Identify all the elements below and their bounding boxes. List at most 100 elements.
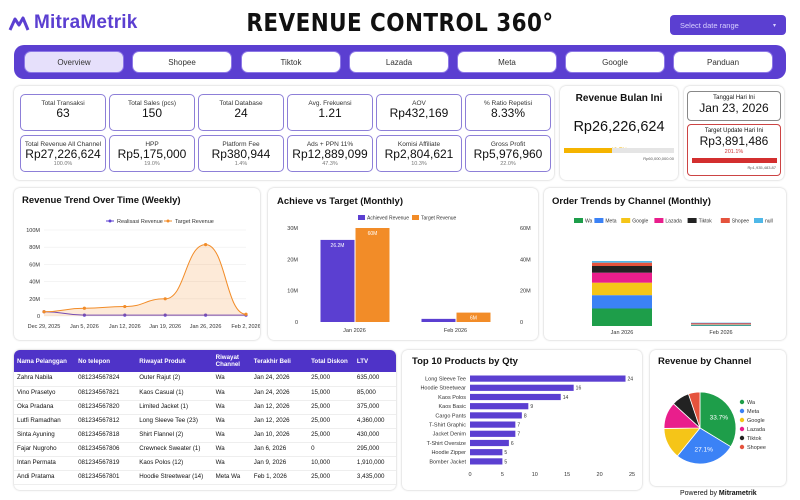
table-cell: 375,000 <box>353 400 396 415</box>
y-tick-label: 100M <box>26 228 40 234</box>
table-cell: 081234567824 <box>75 372 137 387</box>
kpi-tile: AOV Rp432,169 <box>376 94 462 131</box>
kpi-percent: 100.0% <box>53 161 73 167</box>
table-cell: Zahra Nabila <box>14 372 76 387</box>
legend-swatch <box>720 218 730 223</box>
column-header[interactable]: Riwayat Channel <box>212 350 251 372</box>
kpi-label: Avg. Frekuensi <box>308 100 352 107</box>
channel-title: Revenue by Channel <box>658 356 752 367</box>
order-title: Order Trends by Channel (Monthly) <box>552 196 711 207</box>
category-label: Hoodie Streetwear <box>420 386 466 392</box>
kpi-value: 24 <box>234 106 248 120</box>
page-title: REVENUE CONTROL 360° <box>246 8 554 37</box>
tab-meta[interactable]: Meta <box>457 51 557 73</box>
table-row[interactable]: Zahra Nabila 081234567824 Outer Rajut (2) W… <box>14 372 396 387</box>
table-row[interactable]: Intan Permata 081234567819 Kaos Polos (12)… <box>14 456 396 471</box>
tab-lazada[interactable]: Lazada <box>349 51 449 73</box>
order-chart: Jan 2026 Feb 2026 Wa Meta Google Lazada Tiktok… <box>574 218 773 336</box>
column-header[interactable]: Total Diskon <box>308 350 354 372</box>
column-header[interactable]: LTV <box>353 350 396 372</box>
kpi-label: Total Revenue All Channel <box>24 141 102 148</box>
table-cell: 295,000 <box>353 442 396 457</box>
series-line <box>43 311 247 316</box>
table-cell: 25,000 <box>308 414 354 429</box>
table-row[interactable]: Andi Pratama 081234567801 Hoodie Streetwea… <box>14 470 396 485</box>
legend-swatch <box>654 218 664 223</box>
table-cell: 25,000 <box>308 428 354 443</box>
column-header[interactable]: Riwayat Produk <box>136 350 213 372</box>
kpi-value: Rp27,226,624 <box>25 147 101 161</box>
x-tick-label: Jan 2026 <box>611 330 634 336</box>
table-cell: Jan 6, 2026 <box>250 442 309 457</box>
category-label: Cargo Pants <box>435 413 466 419</box>
bar <box>470 375 626 382</box>
table-cell: 081234567819 <box>75 456 137 471</box>
column-header[interactable]: No telepon <box>75 350 137 372</box>
revenue-month-progress-fill <box>564 148 613 153</box>
table-row[interactable]: Lutfi Ramadhan 081234567812 Long Sleeve Te… <box>14 414 396 429</box>
kpi-tile: HPP Rp5,175,000 19.0% <box>109 135 195 172</box>
tab-google[interactable]: Google <box>565 51 665 73</box>
column-header[interactable]: Terakhir Beli <box>250 350 309 372</box>
kpi-label: Gross Profit <box>490 141 526 148</box>
bar-value-label: 16 <box>576 386 582 392</box>
legend-label: Wa <box>585 219 593 225</box>
achieve-title: Achieve vs Target (Monthly) <box>277 196 403 207</box>
y-tick-label: 10M <box>287 289 298 295</box>
legend-marker <box>739 435 745 441</box>
logo-text: MitraMetrik <box>34 12 138 33</box>
category-label: Hoodie Zipper <box>431 450 466 456</box>
tab-shopee[interactable]: Shopee <box>132 51 232 73</box>
logo-icon <box>8 16 30 31</box>
kpi-tile: Total Sales (pcs) 150 <box>109 94 195 131</box>
x-tick-label: Feb 2, 2026 <box>231 324 260 330</box>
column-header[interactable]: Nama Pelanggan <box>14 350 76 372</box>
table-cell: Crewneck Sweater (1) <box>136 442 213 457</box>
today-panel: Tanggal Hari Ini Jan 23, 2026 Target Upd… <box>684 86 784 180</box>
slice-label: 27.1% <box>694 446 713 453</box>
kpi-value: 1.21 <box>318 106 342 120</box>
table-row[interactable]: Oka Pradana 081234567820 Limited Jacket (1… <box>14 400 396 415</box>
table-cell: Fajar Nugroho <box>14 442 76 457</box>
bar-value-label: 26.2M <box>331 243 345 249</box>
revenue-month-target: Rp60,000,000.00 <box>643 156 674 161</box>
table-cell: 10,000 <box>308 456 354 471</box>
y-tick-label: 40M <box>29 280 40 286</box>
category-label: Bomber Jacket <box>429 459 466 465</box>
tab-panduan[interactable]: Panduan <box>673 51 773 73</box>
category-label: Kaos Basic <box>438 404 466 410</box>
tab-overview[interactable]: Overview <box>24 51 124 73</box>
bar <box>470 430 516 437</box>
table-cell: Jan 10, 2026 <box>250 428 309 443</box>
legend-marker <box>739 417 745 423</box>
table-row[interactable]: Sinta Ayuning 081234567818 Shirt Flannel (… <box>14 428 396 443</box>
date-range-picker[interactable]: Select date range ▾ <box>670 15 786 35</box>
legend-swatch <box>358 215 365 220</box>
target-today-label: Target Update Hari Ini <box>704 128 764 134</box>
data-point <box>123 304 127 309</box>
y-tick-label: 30M <box>287 226 298 232</box>
x-tick-label: Jan 12, 2026 <box>109 324 141 330</box>
tab-tiktok[interactable]: Tiktok <box>241 51 341 73</box>
bar-value-label: 14 <box>563 395 569 401</box>
legend-swatch <box>412 215 419 220</box>
bar <box>470 449 503 456</box>
kpi-percent: 19.0% <box>144 161 160 167</box>
kpi-value: Rp12,889,099 <box>292 147 368 161</box>
kpi-label: Total Sales (pcs) <box>127 100 177 107</box>
table-cell: 25,000 <box>308 372 354 387</box>
stacked-bar-segment <box>592 262 652 266</box>
table-cell: Wa <box>212 456 251 471</box>
table-row[interactable]: Fajar Nugroho 081234567806 Crewneck Sweate… <box>14 442 396 457</box>
today-box: Tanggal Hari Ini Jan 23, 2026 <box>687 91 781 121</box>
bar <box>470 384 574 391</box>
data-point <box>163 297 167 301</box>
target-today-progress-fill <box>692 158 777 163</box>
legend-label: Google <box>747 418 765 424</box>
target-today-progress <box>692 158 777 163</box>
table-cell: Jan 12, 2026 <box>250 400 309 415</box>
table-row[interactable]: Vino Prasetyo 081234567821 Kaos Casual (1)… <box>14 386 396 401</box>
bar-value-label: 7 <box>517 423 520 429</box>
today-label: Tanggal Hari Ini <box>713 95 755 101</box>
table-cell: Wa <box>212 386 251 401</box>
